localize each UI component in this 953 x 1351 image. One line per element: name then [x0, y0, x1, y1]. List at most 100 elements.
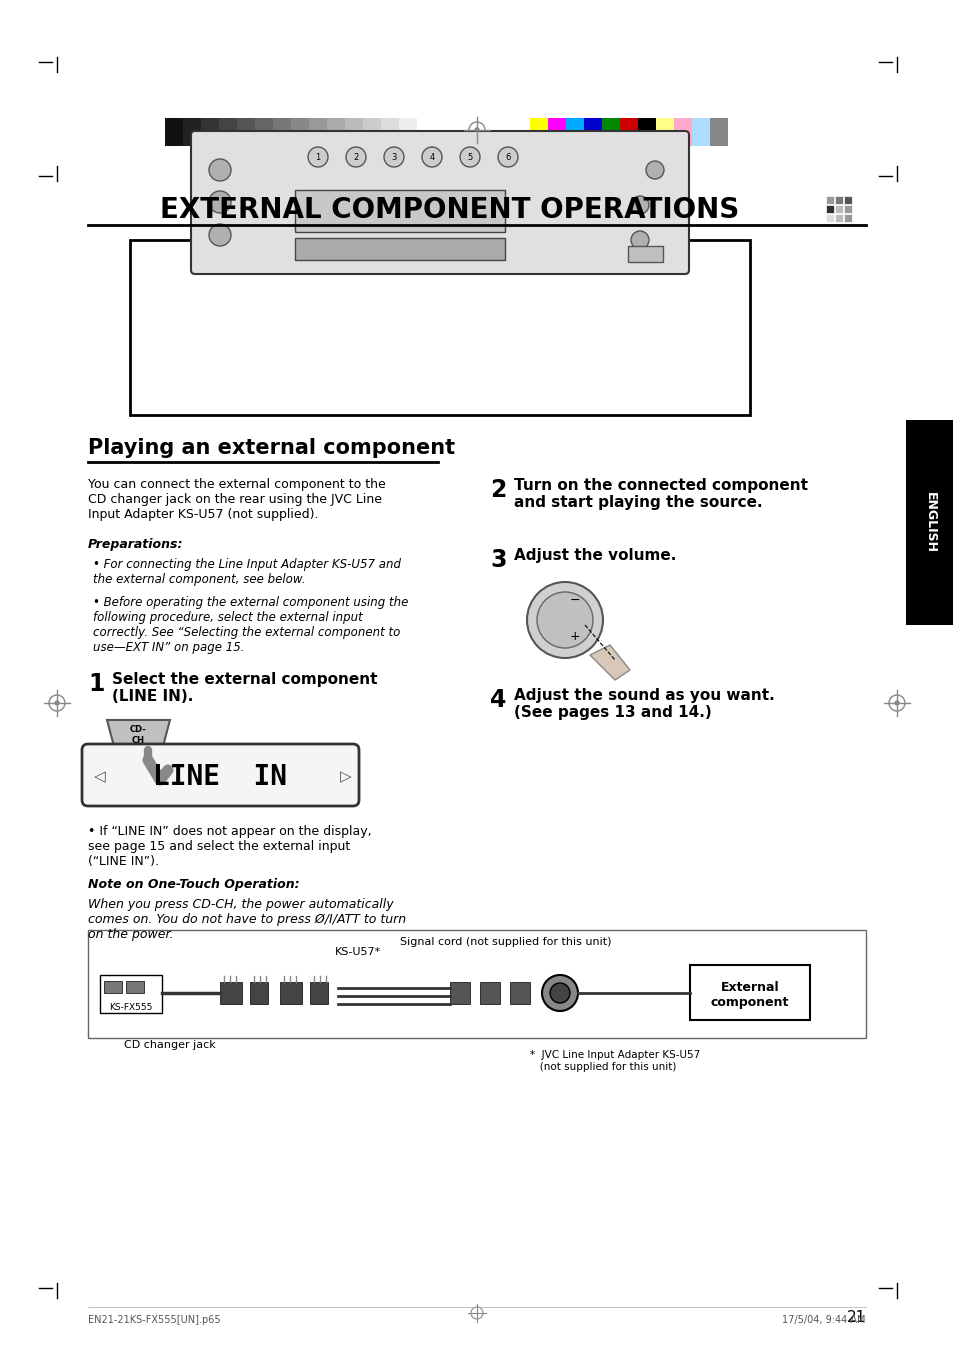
Text: • For connecting the Line Input Adapter KS-U57 and
the external component, see b: • For connecting the Line Input Adapter … — [92, 558, 400, 586]
Bar — [601, 118, 619, 146]
Bar — [219, 118, 236, 146]
Polygon shape — [589, 644, 629, 680]
Bar — [363, 118, 380, 146]
Bar — [130, 240, 749, 415]
Bar — [627, 246, 662, 262]
Bar — [280, 982, 302, 1004]
Circle shape — [645, 161, 663, 178]
Bar — [530, 118, 547, 146]
Bar — [450, 982, 470, 1004]
Text: *  JVC Line Input Adapter KS-U57
   (not supplied for this unit): * JVC Line Input Adapter KS-U57 (not sup… — [530, 1050, 700, 1071]
Circle shape — [894, 701, 898, 705]
Bar — [583, 118, 601, 146]
Bar — [100, 975, 162, 1013]
Text: 4: 4 — [490, 688, 506, 712]
Bar — [547, 118, 565, 146]
Bar — [843, 196, 851, 204]
Text: When you press CD-CH, the power automatically
comes on. You do not have to press: When you press CD-CH, the power automati… — [88, 898, 406, 942]
Bar — [834, 205, 842, 213]
Circle shape — [346, 147, 366, 168]
Text: 3: 3 — [391, 153, 396, 162]
Text: External
component: External component — [710, 981, 788, 1009]
Bar — [291, 118, 309, 146]
Bar — [825, 205, 833, 213]
Text: 21: 21 — [846, 1310, 865, 1325]
Bar — [201, 118, 219, 146]
Circle shape — [209, 159, 231, 181]
Polygon shape — [107, 720, 170, 750]
Text: 2: 2 — [490, 478, 506, 503]
Bar — [250, 982, 268, 1004]
Bar — [273, 118, 291, 146]
Text: Preparations:: Preparations: — [88, 538, 183, 551]
Bar — [619, 118, 638, 146]
Bar — [104, 981, 122, 993]
Circle shape — [308, 147, 328, 168]
Bar — [294, 190, 504, 232]
Text: 17/5/04, 9:44 AM: 17/5/04, 9:44 AM — [781, 1315, 865, 1325]
Circle shape — [630, 231, 648, 249]
Text: 4: 4 — [429, 153, 435, 162]
Bar — [309, 118, 327, 146]
Text: 1: 1 — [315, 153, 320, 162]
Text: Playing an external component: Playing an external component — [88, 438, 455, 458]
Text: ▷: ▷ — [340, 770, 352, 785]
Circle shape — [55, 701, 59, 705]
Text: CD changer jack: CD changer jack — [124, 1040, 215, 1050]
Bar — [843, 213, 851, 222]
Bar — [479, 982, 499, 1004]
Circle shape — [541, 975, 578, 1011]
Circle shape — [526, 582, 602, 658]
Bar — [294, 238, 504, 259]
Bar — [843, 205, 851, 213]
Text: Adjust the sound as you want.
(See pages 13 and 14.): Adjust the sound as you want. (See pages… — [514, 688, 774, 720]
Circle shape — [209, 190, 231, 213]
Text: KS-U57*: KS-U57* — [335, 947, 381, 957]
Text: 3: 3 — [490, 549, 506, 571]
Circle shape — [209, 224, 231, 246]
Bar — [656, 118, 673, 146]
Text: 1: 1 — [88, 671, 104, 696]
Bar — [825, 213, 833, 222]
Bar — [345, 118, 363, 146]
Circle shape — [550, 984, 569, 1002]
Text: LINE  IN: LINE IN — [152, 763, 287, 790]
Text: +: + — [569, 630, 579, 643]
Bar — [825, 196, 833, 204]
Text: You can connect the external component to the
CD changer jack on the rear using : You can connect the external component t… — [88, 478, 385, 521]
Circle shape — [459, 147, 479, 168]
Bar — [510, 982, 530, 1004]
Text: 2: 2 — [353, 153, 358, 162]
Text: • If “LINE IN” does not appear on the display,
see page 15 and select the extern: • If “LINE IN” does not appear on the di… — [88, 825, 372, 867]
Text: 5: 5 — [467, 153, 472, 162]
Bar — [689, 965, 809, 1020]
Bar — [673, 118, 691, 146]
Text: KS-FX555: KS-FX555 — [110, 1002, 152, 1012]
Bar — [834, 213, 842, 222]
Text: 6: 6 — [505, 153, 510, 162]
Bar — [398, 118, 416, 146]
Text: CD-
CH: CD- CH — [130, 725, 146, 744]
Text: Note on One-Touch Operation:: Note on One-Touch Operation: — [88, 878, 299, 892]
Text: −: − — [569, 593, 579, 607]
Circle shape — [497, 147, 517, 168]
Text: ENGLISH: ENGLISH — [923, 493, 936, 554]
Circle shape — [384, 147, 403, 168]
Bar — [220, 982, 242, 1004]
Bar — [254, 118, 273, 146]
Bar — [416, 118, 435, 146]
Text: EN21-21KS-FX555[UN].p65: EN21-21KS-FX555[UN].p65 — [88, 1315, 220, 1325]
Circle shape — [630, 196, 648, 213]
Bar — [709, 118, 727, 146]
FancyBboxPatch shape — [191, 131, 688, 274]
Bar — [834, 196, 842, 204]
Text: ◁: ◁ — [94, 770, 106, 785]
FancyBboxPatch shape — [82, 744, 358, 807]
Circle shape — [421, 147, 441, 168]
Bar — [165, 118, 183, 146]
Text: • Before operating the external component using the
following procedure, select : • Before operating the external componen… — [92, 596, 408, 654]
Bar — [380, 118, 398, 146]
Bar — [310, 982, 328, 1004]
Text: Turn on the connected component
and start playing the source.: Turn on the connected component and star… — [514, 478, 807, 511]
Text: Select the external component
(LINE IN).: Select the external component (LINE IN). — [112, 671, 377, 704]
